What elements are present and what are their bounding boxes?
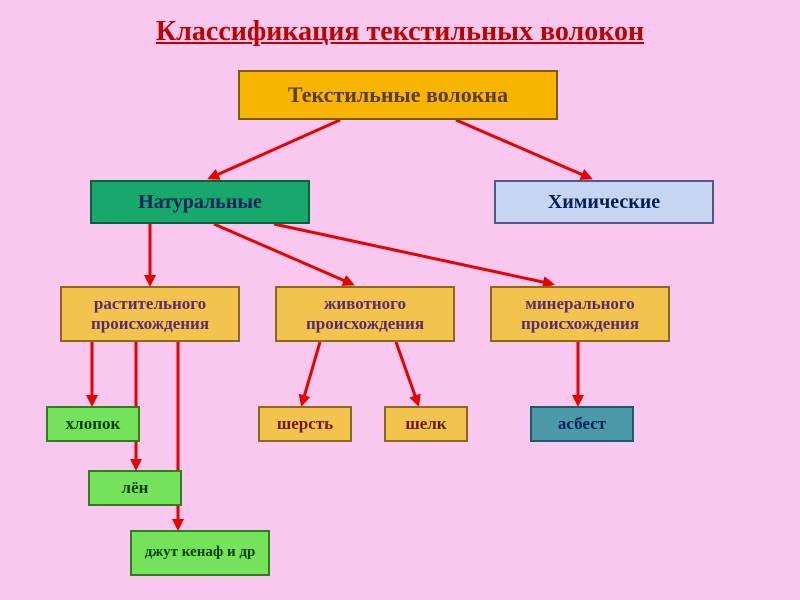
arrow-1 <box>456 120 590 178</box>
node-jute: джут кенаф и др <box>130 530 270 576</box>
node-plant-label: растительного происхождения <box>62 294 238 333</box>
node-asbestos: асбест <box>530 406 634 442</box>
node-natural-label: Натуральные <box>138 191 262 214</box>
node-flax-label: лён <box>122 478 149 498</box>
node-animal: животного происхождения <box>275 286 455 342</box>
node-animal-label: животного происхождения <box>277 294 453 333</box>
diagram-canvas: Классификация текстильных волокон Тексти… <box>0 0 800 600</box>
node-mineral-label: минерального происхождения <box>492 294 668 333</box>
arrow-0 <box>210 120 340 178</box>
node-chemical-label: Химические <box>548 191 660 214</box>
arrow-8 <box>302 342 320 404</box>
node-silk-label: шелк <box>405 414 446 434</box>
node-wool: шерсть <box>258 406 352 442</box>
node-flax: лён <box>88 470 182 506</box>
arrow-3 <box>214 224 352 284</box>
arrow-9 <box>396 342 418 404</box>
node-cotton: хлопок <box>46 406 140 442</box>
node-chemical: Химические <box>494 180 714 224</box>
arrow-4 <box>274 224 552 284</box>
node-cotton-label: хлопок <box>66 414 121 434</box>
node-root: Текстильные волокна <box>238 70 558 120</box>
diagram-title: Классификация текстильных волокон <box>0 16 800 48</box>
node-mineral: минерального происхождения <box>490 286 670 342</box>
node-plant: растительного происхождения <box>60 286 240 342</box>
node-jute-label: джут кенаф и др <box>145 544 256 561</box>
node-asbestos-label: асбест <box>558 414 606 434</box>
node-silk: шелк <box>384 406 468 442</box>
node-root-label: Текстильные волокна <box>288 82 508 107</box>
node-wool-label: шерсть <box>277 414 333 434</box>
node-natural: Натуральные <box>90 180 310 224</box>
